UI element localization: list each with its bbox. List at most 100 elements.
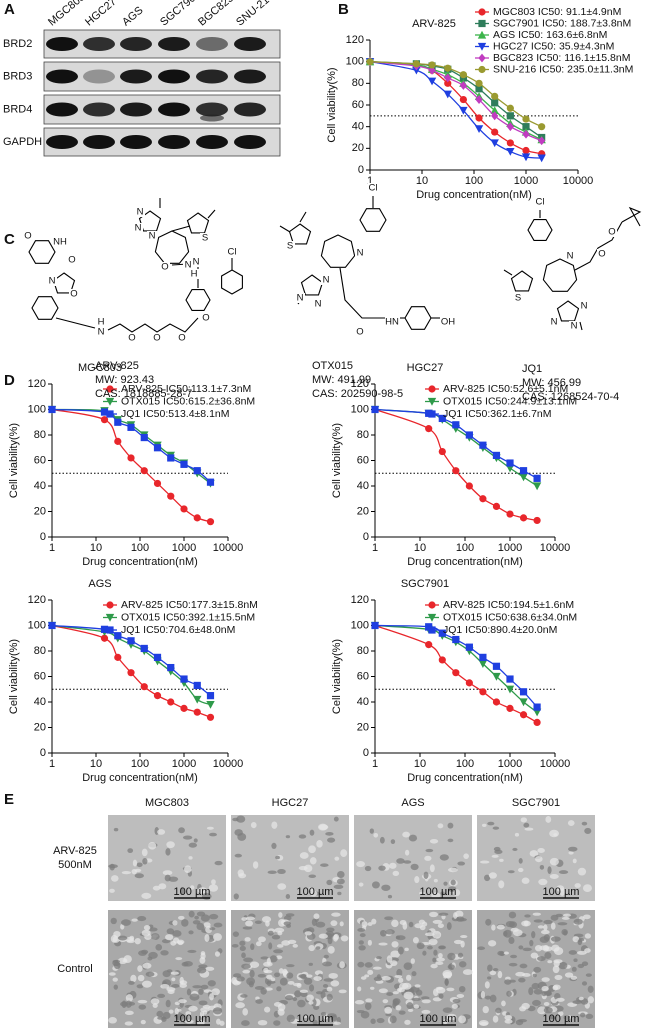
cell (444, 979, 449, 986)
cell (462, 969, 473, 976)
cell (141, 929, 151, 937)
cell (309, 857, 317, 865)
row-label: 500nM (58, 859, 92, 871)
cell (299, 852, 309, 859)
cell (282, 968, 288, 976)
atom-bg (47, 276, 57, 286)
cell (165, 848, 171, 856)
atom-label: N (315, 299, 322, 310)
cell (108, 864, 118, 869)
cell (137, 999, 148, 1004)
y-tick-label: 120 (28, 594, 46, 606)
cell (260, 956, 270, 960)
marker (459, 81, 467, 90)
cell (496, 924, 505, 930)
marker (100, 408, 109, 416)
cell (543, 1002, 550, 1007)
cell (492, 826, 500, 830)
cell (385, 929, 395, 935)
cell (293, 982, 302, 987)
cell (182, 835, 193, 840)
x-tick-label: 1000 (498, 542, 522, 554)
cell (373, 976, 383, 982)
marker (100, 634, 109, 642)
cell (358, 882, 364, 887)
marker (479, 441, 487, 449)
cell (423, 871, 429, 880)
blot-band (234, 37, 266, 51)
cell (160, 950, 169, 956)
cell (142, 962, 152, 969)
cell (325, 831, 334, 836)
cell (110, 917, 117, 925)
marker (444, 79, 452, 87)
marker (427, 77, 437, 86)
cell (188, 842, 198, 848)
atom-bg (535, 197, 545, 207)
marker (506, 704, 514, 712)
cell (357, 986, 362, 992)
y-tick-label: 20 (34, 721, 46, 733)
cell (581, 961, 589, 967)
compound-cas: CAS: 1268524-70-4 (522, 391, 619, 403)
marker (465, 431, 473, 439)
cell (309, 890, 318, 897)
compound-cas: CAS: 202590-98-5 (312, 388, 403, 400)
marker (114, 418, 122, 426)
cell (390, 950, 401, 958)
atom-label: N (98, 327, 105, 338)
chart-title: AGS (88, 578, 111, 590)
atom-label: S (515, 293, 521, 304)
cell (234, 853, 242, 858)
cell (127, 848, 134, 854)
x-tick-label: 10000 (213, 542, 244, 554)
cell (278, 912, 283, 918)
bond (207, 209, 216, 219)
cell (539, 864, 545, 870)
atom-bg (189, 269, 199, 279)
cell (187, 949, 197, 953)
y-axis-label: Cell viability(%) (331, 639, 343, 714)
protein-label: GAPDH (3, 136, 42, 148)
cell (512, 847, 518, 851)
cell (413, 1004, 420, 1009)
cell (408, 921, 414, 928)
row-label: ARV-825 (53, 845, 97, 857)
cell (194, 915, 199, 920)
x-tick-label: 1 (367, 175, 373, 187)
cell (385, 1013, 392, 1017)
compound-name: JQ1 (522, 363, 542, 375)
column-header: HGC27 (272, 797, 309, 809)
scale-bar-label: 100 µm (420, 886, 457, 898)
cell (243, 957, 254, 963)
cell (131, 918, 138, 922)
ring (359, 208, 387, 232)
atom-label: N (137, 207, 144, 218)
marker (206, 478, 215, 486)
bond (621, 206, 642, 227)
y-tick-label: 0 (40, 531, 46, 543)
marker (521, 153, 531, 162)
cell (188, 856, 193, 860)
cell (206, 826, 214, 830)
cell (264, 1006, 271, 1013)
legend-marker (477, 30, 487, 39)
ring (542, 258, 578, 292)
cell (250, 821, 257, 829)
cell (134, 937, 141, 945)
compound-mw: MW: 923.43 (95, 374, 154, 386)
marker (506, 104, 514, 112)
cell (537, 956, 546, 962)
marker (140, 467, 148, 475)
cell (532, 912, 541, 916)
x-tick-label: 1000 (172, 758, 196, 770)
cell (279, 977, 288, 986)
panel-label: D (4, 372, 15, 389)
cell (108, 972, 116, 976)
cell (504, 979, 512, 985)
atom-label: N (323, 275, 330, 286)
cell (587, 985, 594, 993)
cell (503, 951, 509, 955)
column-header: MGC803 (145, 797, 189, 809)
